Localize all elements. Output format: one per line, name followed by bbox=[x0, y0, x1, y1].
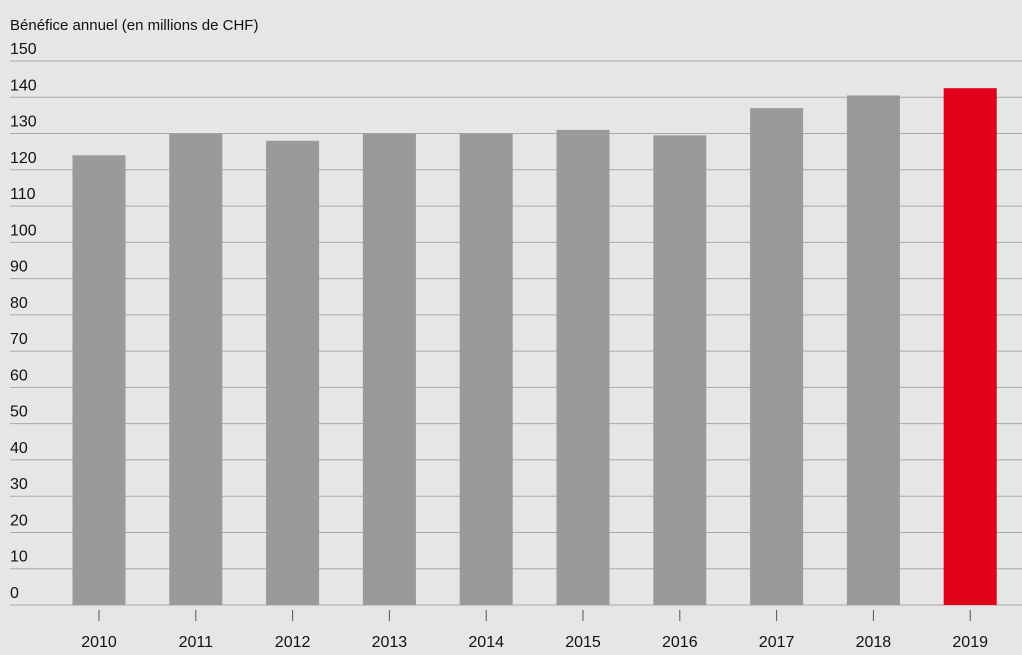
y-tick-label: 50 bbox=[10, 404, 28, 421]
x-tick-label: 2015 bbox=[565, 634, 601, 651]
bar-2014 bbox=[459, 133, 513, 606]
y-tick-label: 30 bbox=[10, 476, 28, 493]
bars bbox=[72, 88, 997, 606]
bar-2016 bbox=[653, 135, 707, 605]
y-tick-label: 60 bbox=[10, 367, 28, 384]
y-tick-label: 40 bbox=[10, 440, 28, 457]
y-tick-label: 140 bbox=[10, 77, 37, 94]
x-tick-label: 2014 bbox=[468, 634, 504, 651]
bar-2012 bbox=[266, 140, 320, 605]
y-tick-label: 130 bbox=[10, 114, 37, 131]
bar-2019 bbox=[943, 88, 997, 605]
y-axis-ticks: 0 10 20 30 40 50 60 70 80 90 100 110 120 130 140 150 bbox=[10, 41, 37, 602]
x-tick-label: 2012 bbox=[275, 634, 311, 651]
x-tick-label: 2010 bbox=[81, 634, 117, 651]
bar-2015 bbox=[556, 129, 610, 605]
bar-2017 bbox=[750, 108, 804, 605]
bar-2010 bbox=[72, 155, 126, 605]
y-tick-label: 90 bbox=[10, 259, 28, 276]
y-tick-label: 100 bbox=[10, 222, 37, 239]
x-tick-label: 2016 bbox=[662, 634, 698, 651]
x-tick-label: 2013 bbox=[372, 634, 408, 651]
y-tick-label: 70 bbox=[10, 331, 28, 348]
y-tick-label: 80 bbox=[10, 295, 28, 312]
bar-2018 bbox=[846, 95, 900, 605]
bar-2011 bbox=[169, 133, 223, 606]
x-tick-label: 2018 bbox=[856, 634, 892, 651]
y-tick-label: 10 bbox=[10, 549, 28, 566]
y-tick-label: 0 bbox=[10, 585, 19, 602]
y-tick-label: 20 bbox=[10, 512, 28, 529]
y-tick-label: 150 bbox=[10, 41, 37, 58]
y-tick-label: 120 bbox=[10, 150, 37, 167]
y-axis-title: Bénéfice annuel (en millions de CHF) bbox=[10, 17, 258, 34]
y-tick-label: 110 bbox=[10, 186, 36, 203]
bar-2013 bbox=[362, 133, 416, 606]
x-tick-label: 2011 bbox=[179, 634, 214, 651]
x-tick-label: 2017 bbox=[759, 634, 795, 651]
x-axis-ticks: 2010 2011 2012 2013 2014 2015 2016 2017 2018 2019 bbox=[81, 610, 988, 651]
x-tick-label: 2019 bbox=[952, 634, 988, 651]
